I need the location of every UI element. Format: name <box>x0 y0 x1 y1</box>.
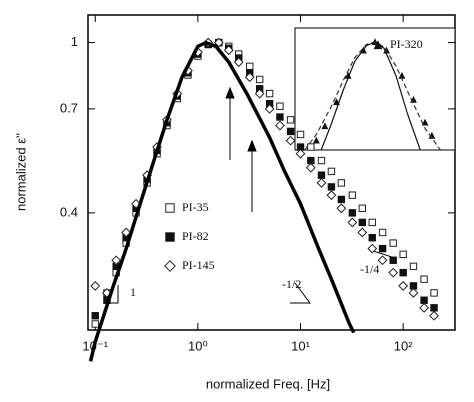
marker <box>326 190 337 201</box>
marker <box>264 103 275 114</box>
marker <box>233 57 244 68</box>
marker <box>327 167 336 176</box>
marker <box>90 281 101 291</box>
legend-label: PI-35 <box>182 200 209 214</box>
y-tick-label: 0.7 <box>60 100 78 115</box>
marker <box>358 218 367 227</box>
marker <box>336 203 347 214</box>
marker <box>213 37 224 48</box>
marker <box>307 156 315 165</box>
marker <box>317 171 326 179</box>
marker <box>357 227 368 238</box>
marker <box>255 75 264 84</box>
marker <box>337 179 346 187</box>
legend-label: PI-82 <box>182 229 209 243</box>
marker <box>285 135 296 146</box>
marker <box>265 89 274 98</box>
marker <box>388 267 399 278</box>
marker <box>347 217 358 228</box>
marker <box>254 88 265 99</box>
legend-label: PI-320 <box>390 37 423 51</box>
marker <box>377 255 388 266</box>
y-axis-label: normalized ε'' <box>13 133 28 211</box>
marker <box>430 289 438 297</box>
y-tick-label: 1 <box>71 34 78 49</box>
marker <box>337 195 346 204</box>
marker <box>305 162 316 173</box>
marker <box>398 281 409 291</box>
annotation: 1 <box>130 285 136 299</box>
marker <box>327 183 336 191</box>
legend-marker <box>165 232 175 242</box>
marker <box>295 148 306 159</box>
arrows <box>225 86 257 212</box>
marker <box>276 113 284 121</box>
marker <box>317 156 326 165</box>
marker <box>408 288 419 298</box>
marker <box>316 178 327 188</box>
marker <box>111 255 122 266</box>
marker <box>409 262 418 271</box>
marker <box>286 116 295 124</box>
marker <box>348 209 357 217</box>
marker <box>296 130 305 139</box>
marker <box>399 268 407 277</box>
marker <box>419 302 430 313</box>
marker <box>348 191 357 199</box>
annotation: -1/2 <box>282 277 301 291</box>
marker <box>244 72 255 83</box>
marker <box>91 312 99 320</box>
marker <box>246 62 254 71</box>
legend-marker <box>165 203 175 213</box>
x-tick-label: 10² <box>394 338 413 353</box>
legend-marker <box>164 260 176 272</box>
marker <box>91 320 99 328</box>
fit-line <box>304 41 441 151</box>
x-tick-label: 10¹ <box>291 338 310 353</box>
marker <box>121 227 132 238</box>
x-axis-label: normalized Freq. [Hz] <box>206 376 330 391</box>
marker <box>420 296 428 304</box>
marker <box>276 102 284 110</box>
marker <box>358 204 367 212</box>
marker <box>307 143 315 151</box>
marker <box>378 244 387 253</box>
x-tick-label: 10⁰ <box>188 338 208 353</box>
marker <box>378 228 387 237</box>
marker <box>312 136 320 144</box>
marker <box>430 304 438 312</box>
marker <box>421 118 429 126</box>
marker <box>367 243 378 254</box>
fit-line <box>320 41 421 151</box>
marker <box>399 250 407 259</box>
marker <box>286 127 295 136</box>
marker <box>321 122 329 130</box>
annotation: -1/4 <box>360 262 379 276</box>
marker <box>368 218 376 227</box>
slope-marks <box>105 249 396 304</box>
marker <box>429 310 439 321</box>
y-tick-label: 0.4 <box>60 204 78 219</box>
marker <box>223 45 234 56</box>
marker <box>420 275 428 283</box>
plot-frame <box>87 14 456 331</box>
fit-line <box>88 40 356 362</box>
legend-label: PI-145 <box>182 258 215 272</box>
marker <box>368 233 376 242</box>
marker <box>275 120 285 131</box>
marker <box>389 256 397 264</box>
marker <box>389 239 397 247</box>
marker <box>333 98 340 106</box>
